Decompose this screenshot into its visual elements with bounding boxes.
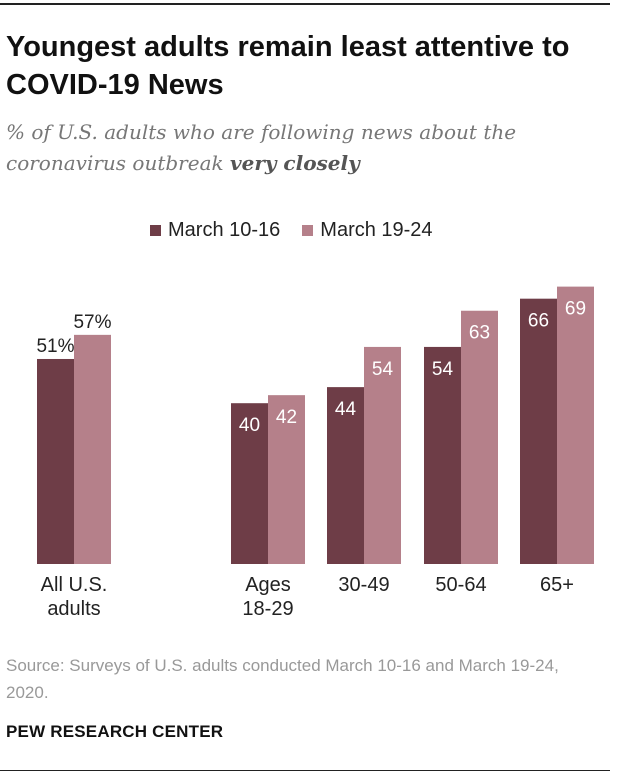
data-label-65-march-19-24: 69 — [565, 299, 586, 320]
legend-swatch-march-10-16 — [150, 225, 161, 236]
category-label-50-64: 50-64 — [411, 573, 511, 597]
data-label-ages-18-29-march-19-24: 42 — [276, 407, 297, 428]
data-label-all-u-s-adults-march-10-16: 51% — [36, 336, 74, 357]
category-label-line: 30-49 — [338, 574, 390, 596]
category-label-65: 65+ — [507, 573, 607, 597]
category-label-line: All U.S. — [40, 574, 108, 596]
data-label-ages-18-29-march-10-16: 40 — [239, 415, 260, 436]
chart-subtitle: % of U.S. adults who are following news … — [6, 117, 606, 179]
legend-item-march-10-16: March 10-16 — [150, 219, 280, 242]
legend-label-march-10-16: March 10-16 — [168, 219, 281, 241]
data-label-all-u-s-adults-march-19-24: 57% — [73, 312, 111, 333]
category-label-all-u-s-adults: All U.S. adults — [24, 573, 124, 621]
bar-30-49-march-19-24 — [364, 346, 401, 564]
brand-logo: PEW RESEARCH CENTER — [6, 722, 224, 741]
data-label-30-49-march-19-24: 54 — [372, 359, 394, 380]
chart-title: Youngest adults remain least attentive t… — [6, 31, 570, 101]
top-rule — [0, 3, 610, 5]
bar-ages-18-29-march-19-24 — [268, 395, 305, 564]
legend-label-march-19-24: March 19-24 — [320, 219, 433, 241]
bar-30-49-march-10-16 — [327, 387, 364, 564]
data-label-30-49-march-10-16: 44 — [335, 399, 357, 420]
bar-50-64-march-19-24 — [461, 310, 498, 564]
category-label-line: 50-64 — [435, 574, 487, 596]
data-label-50-64-march-19-24: 63 — [469, 323, 490, 344]
data-label-65-march-10-16: 66 — [528, 311, 549, 332]
legend-item-march-19-24: March 19-24 — [302, 219, 433, 242]
bottom-rule — [0, 770, 610, 771]
subtitle-text: % of U.S. adults who are following news … — [6, 120, 517, 175]
legend-swatch-march-19-24 — [302, 225, 314, 236]
data-label-50-64-march-10-16: 54 — [432, 359, 454, 380]
category-label-line: adults — [47, 598, 101, 620]
bar-50-64-march-10-16 — [424, 346, 461, 564]
category-label-line: 65+ — [540, 574, 574, 596]
category-label-ages-18-29: Ages 18-29 — [218, 573, 318, 621]
category-label-line: 18-29 — [242, 598, 294, 620]
source-note: Source: Surveys of U.S. adults conducted… — [6, 656, 559, 702]
bar-ages-18-29-march-10-16 — [231, 403, 268, 564]
legend: March 10-16 March 19-24 — [150, 219, 455, 242]
bar-65-march-10-16 — [520, 298, 557, 564]
bar-65-march-19-24 — [557, 286, 594, 564]
category-label-line: Ages — [245, 574, 291, 596]
subtitle-emphasis: very closely — [229, 151, 360, 175]
bar-all-u-s-adults-march-10-16 — [37, 358, 74, 564]
bar-all-u-s-adults-march-19-24 — [74, 334, 111, 564]
category-label-30-49: 30-49 — [314, 573, 414, 597]
